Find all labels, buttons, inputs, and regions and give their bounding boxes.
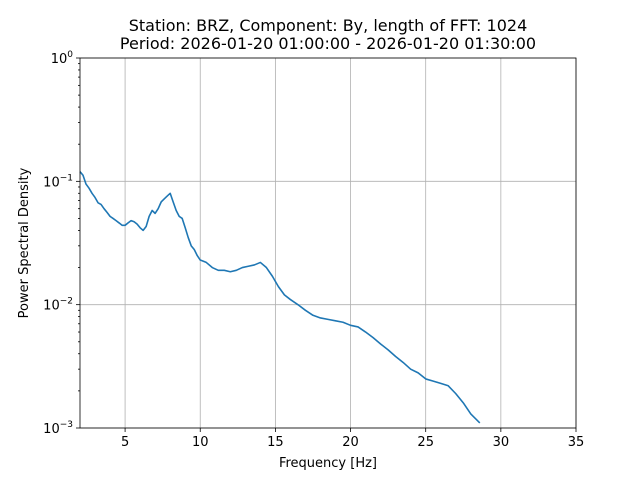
x-tick-label: 35 (568, 435, 585, 450)
x-axis-label: Frequency [Hz] (279, 456, 377, 471)
y-tick-label: 10−1 (43, 173, 73, 190)
y-tick-label: 100 (51, 50, 74, 67)
x-tick-label: 20 (342, 435, 359, 450)
axis-ticks: 5 10 15 20 25 30 35 10−3 10−2 10−1 100 (43, 50, 584, 450)
y-tick-label: 10−3 (43, 420, 73, 437)
chart-title-line-2: Period: 2026-01-20 01:00:00 - 2026-01-20… (120, 34, 536, 53)
y-axis-label: Power Spectral Density (17, 167, 32, 318)
grid-lines (80, 57, 577, 429)
x-tick-label: 5 (121, 435, 129, 450)
chart-title-line-1: Station: BRZ, Component: By, length of F… (129, 16, 528, 35)
psd-series-line (79, 171, 481, 424)
x-tick-label: 10 (192, 435, 209, 450)
y-tick-label: 10−2 (43, 297, 73, 314)
series-layer (79, 171, 481, 424)
x-tick-label: 15 (267, 435, 284, 450)
plot-frame (79, 57, 577, 429)
x-tick-label: 30 (493, 435, 510, 450)
x-tick-label: 25 (417, 435, 434, 450)
